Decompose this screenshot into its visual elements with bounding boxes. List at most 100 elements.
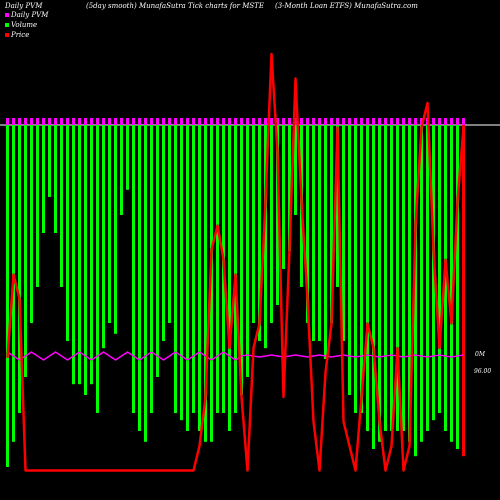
pvm-bar [306, 118, 309, 125]
pvm-bar [234, 118, 237, 125]
pvm-bar [444, 118, 447, 125]
volume-bar [84, 125, 87, 395]
volume-bar [54, 125, 57, 233]
pvm-bar [432, 118, 435, 125]
volume-bar [288, 125, 291, 251]
pvm-bar [30, 118, 33, 125]
volume-bar [318, 125, 321, 341]
volume-bar [228, 125, 231, 431]
pvm-bar [450, 118, 453, 125]
pvm-bar [324, 118, 327, 125]
chart-header-title: (5day smooth) MunafaSutra Tick charts fo… [86, 2, 264, 10]
pvm-bar [318, 118, 321, 125]
pvm-bar [288, 118, 291, 125]
volume-bar [42, 125, 45, 233]
pvm-bar [54, 118, 57, 125]
pvm-bar [282, 118, 285, 125]
volume-bar [36, 125, 39, 287]
volume-bar [234, 125, 237, 413]
volume-bar [60, 125, 63, 287]
legend-label-volume: Volume [11, 21, 38, 29]
pvm-bar [414, 118, 417, 125]
volume-bar [384, 125, 387, 431]
volume-bar [132, 125, 135, 413]
pvm-bar [378, 118, 381, 125]
pvm-bar [120, 118, 123, 125]
volume-bar [186, 125, 189, 431]
pvm-bar [336, 118, 339, 125]
pvm-bar [114, 118, 117, 125]
volume-bar [192, 125, 195, 413]
pvm-bar [372, 118, 375, 125]
pvm-bar [294, 118, 297, 125]
volume-bar [348, 125, 351, 395]
pvm-bar [312, 118, 315, 125]
chart-header-source: (3-Month Loan ETFS) MunafaSutra.com [275, 2, 418, 10]
pvm-bar [18, 118, 21, 125]
volume-bar [438, 125, 441, 413]
volume-bar [402, 125, 405, 431]
legend-swatch-pvm [5, 13, 9, 17]
pvm-bar [366, 118, 369, 125]
volume-bar [30, 125, 33, 323]
volume-bar [72, 125, 75, 385]
pvm-bar [228, 118, 231, 125]
volume-bar [420, 125, 423, 442]
pvm-bar [66, 118, 69, 125]
volume-bar [372, 125, 375, 449]
pvm-bar [126, 118, 129, 125]
volume-bar [324, 125, 327, 359]
pvm-bar [276, 118, 279, 125]
volume-bar [414, 125, 417, 457]
volume-bar [126, 125, 129, 190]
volume-bar [360, 125, 363, 413]
volume-bar [204, 125, 207, 442]
legend-swatch-price [5, 33, 9, 37]
pvm-bar [132, 118, 135, 125]
pvm-bar [390, 118, 393, 125]
volume-bar [390, 125, 393, 431]
pvm-bar [174, 118, 177, 125]
pvm-bar [252, 118, 255, 125]
pvm-bar [186, 118, 189, 125]
volume-bar [114, 125, 117, 334]
pvm-bar [72, 118, 75, 125]
pvm-bar [222, 118, 225, 125]
volume-bar [216, 125, 219, 413]
pvm-bar [354, 118, 357, 125]
volume-bar [462, 125, 465, 457]
pvm-bar [456, 118, 459, 125]
pvm-bar [36, 118, 39, 125]
pvm-bar [162, 118, 165, 125]
volume-bar [174, 125, 177, 413]
pvm-line [7, 351, 464, 361]
pvm-bar [90, 118, 93, 125]
pvm-bar [198, 118, 201, 125]
pvm-bar [420, 118, 423, 125]
volume-bar [426, 125, 429, 431]
volume-bar [144, 125, 147, 442]
pvm-bar [138, 118, 141, 125]
pvm-bar [108, 118, 111, 125]
volume-bar [168, 125, 171, 323]
volume-bar [240, 125, 243, 395]
volume-bar [18, 125, 21, 413]
pvm-bar [246, 118, 249, 125]
price-line [6, 52, 465, 472]
pvm-bar [150, 118, 153, 125]
pvm-bar [402, 118, 405, 125]
volume-bar [150, 125, 153, 413]
pvm-bar [96, 118, 99, 125]
pvm-bar [192, 118, 195, 125]
legend-swatch-volume [5, 23, 9, 27]
pvm-bar [84, 118, 87, 125]
volume-bar [336, 125, 339, 287]
volume-bar [354, 125, 357, 413]
pvm-bar [180, 118, 183, 125]
volume-bar [276, 125, 279, 305]
volume-bar [456, 125, 459, 449]
volume-bar [306, 125, 309, 323]
pvm-bar [78, 118, 81, 125]
pvm-bar [438, 118, 441, 125]
pvm-bar [348, 118, 351, 125]
